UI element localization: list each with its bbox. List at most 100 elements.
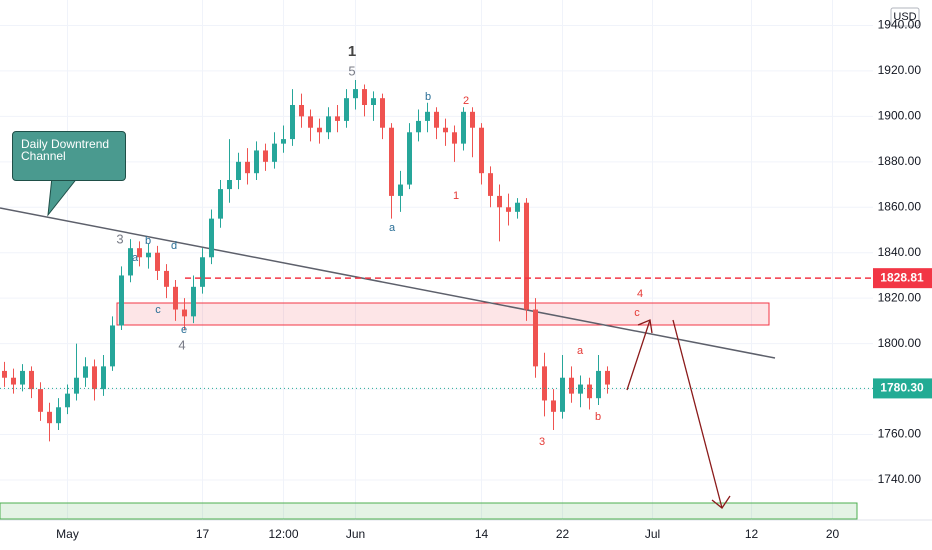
y-tick-label: 1760.00: [878, 427, 922, 441]
projection-down: [672, 319, 723, 509]
wave-label: b: [425, 91, 431, 103]
candle-body: [164, 270, 169, 287]
y-tick-label: 1900.00: [878, 109, 922, 123]
wave-label: e: [181, 324, 187, 336]
candle-body: [452, 132, 457, 144]
wave-label: d: [171, 240, 177, 252]
candle-body: [2, 370, 7, 378]
candle-body: [416, 120, 421, 133]
candle-body: [380, 98, 385, 128]
candle-body: [389, 127, 394, 196]
candle-body: [488, 173, 493, 196]
candle-body: [344, 98, 349, 121]
price-tag-label: 1780.30: [880, 381, 924, 395]
wave-label: 3: [116, 231, 123, 246]
candle-body: [506, 207, 511, 212]
y-tick-label: 1740.00: [878, 472, 922, 486]
candle-body: [47, 411, 52, 424]
x-tick-label: May: [56, 527, 79, 541]
currency-box: [890, 7, 920, 27]
candle-body: [236, 161, 241, 180]
candle-body: [443, 127, 448, 133]
candle-body: [173, 286, 178, 310]
candle-body: [245, 161, 250, 174]
x-tick-label: 14: [475, 527, 489, 541]
price-tag: [873, 268, 932, 289]
wave-label: b: [145, 235, 151, 247]
candle-body: [524, 202, 529, 310]
wave-label: 4: [178, 337, 185, 352]
candle-body: [272, 143, 277, 162]
candle-body: [182, 309, 187, 317]
candle-body: [470, 111, 475, 128]
candle-body: [299, 105, 304, 117]
y-tick-label: 1880.00: [878, 154, 922, 168]
x-tick-label: Jun: [346, 527, 365, 541]
callout: Daily Downtrend Channel: [12, 131, 126, 181]
candle-body: [38, 389, 43, 412]
candle-body: [101, 366, 106, 390]
arrow-head: [711, 495, 731, 509]
x-tick-label: 17: [196, 527, 210, 541]
resistance-zone: [116, 302, 770, 326]
candle-body: [74, 377, 79, 394]
candle-body: [605, 370, 610, 385]
candle-body: [83, 366, 88, 378]
candle-body: [137, 248, 142, 258]
candle-body: [335, 116, 340, 121]
candle-body: [515, 202, 520, 212]
x-tick-label: 12:00: [268, 527, 298, 541]
candle-body: [209, 218, 214, 258]
candle-body: [290, 105, 295, 140]
wave-label: b: [595, 411, 601, 423]
wave-label: 4: [637, 288, 643, 300]
candle-body: [479, 127, 484, 174]
candle-body: [326, 116, 331, 133]
projection: [626, 319, 731, 509]
candle-body: [65, 393, 70, 408]
x-tick-label: Jul: [645, 527, 660, 541]
y-tick-label: 1860.00: [878, 199, 922, 213]
candle-body: [542, 366, 547, 401]
candle-body: [146, 252, 151, 258]
candle-body: [533, 309, 538, 367]
candle-body: [560, 377, 565, 412]
callout-pointer: [47, 176, 80, 217]
arrow-head: [637, 319, 653, 334]
candle-body: [317, 127, 322, 133]
y-tick-label: 1820.00: [878, 290, 922, 304]
candle-body: [371, 98, 376, 105]
candle-body: [551, 400, 556, 412]
candle-body: [200, 257, 205, 287]
candle-body: [308, 116, 313, 128]
wave-label: a: [389, 222, 396, 234]
candle-body: [218, 189, 223, 219]
wave-label: 2: [463, 95, 469, 107]
y-tick-label: 1800.00: [878, 336, 922, 350]
wave-label: a: [577, 345, 584, 357]
price-tag-label: 1828.81: [880, 270, 924, 284]
candle-body: [587, 384, 592, 399]
wave-label: c: [634, 307, 640, 319]
x-tick-label: 20: [826, 527, 840, 541]
candle-body: [128, 248, 133, 276]
candle-body: [425, 111, 430, 121]
candle-body: [497, 195, 502, 208]
projection-up: [626, 319, 651, 391]
candle-body: [569, 377, 574, 394]
candle-body: [56, 407, 61, 424]
wave-label: c: [155, 304, 161, 316]
candle-body: [155, 252, 160, 271]
candle-body: [11, 377, 16, 385]
candle-body: [110, 325, 115, 367]
wave-label: 1: [453, 190, 459, 202]
support-zone: [0, 502, 858, 520]
candle-body: [434, 111, 439, 128]
x-tick-label: 22: [556, 527, 570, 541]
x-tick-label: 12: [745, 527, 759, 541]
wave-label: 3: [539, 436, 545, 448]
candle-body: [29, 370, 34, 390]
price-tag: [873, 378, 932, 399]
candle-body: [119, 275, 124, 326]
